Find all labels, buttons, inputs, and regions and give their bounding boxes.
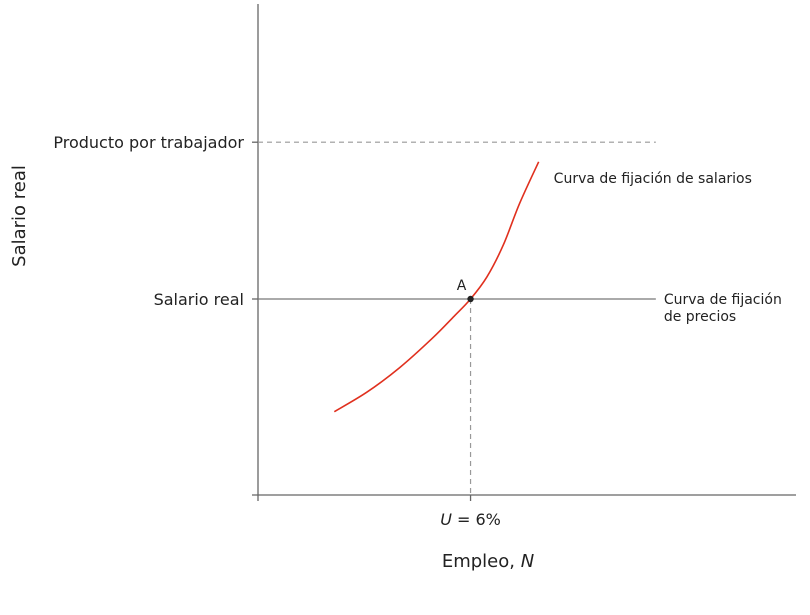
y-tick-label-product: Producto por trabajador	[53, 133, 244, 152]
x-tick-label-unemployment: U = 6%	[440, 510, 501, 529]
point-a-label: A	[457, 278, 467, 294]
wage-setting-curve	[333, 161, 540, 413]
equilibrium-point-a	[467, 295, 474, 303]
x-axis-title: Empleo, N	[442, 551, 534, 572]
y-tick-label-real-wage: Salario real	[154, 290, 244, 309]
price-curve-label-line1: Curva de fijación	[664, 292, 782, 308]
y-axis-title: Salario real	[9, 165, 30, 267]
price-curve-label-line2: de precios	[664, 309, 736, 325]
wage-curve-label: Curva de fijación de salarios	[554, 171, 752, 187]
